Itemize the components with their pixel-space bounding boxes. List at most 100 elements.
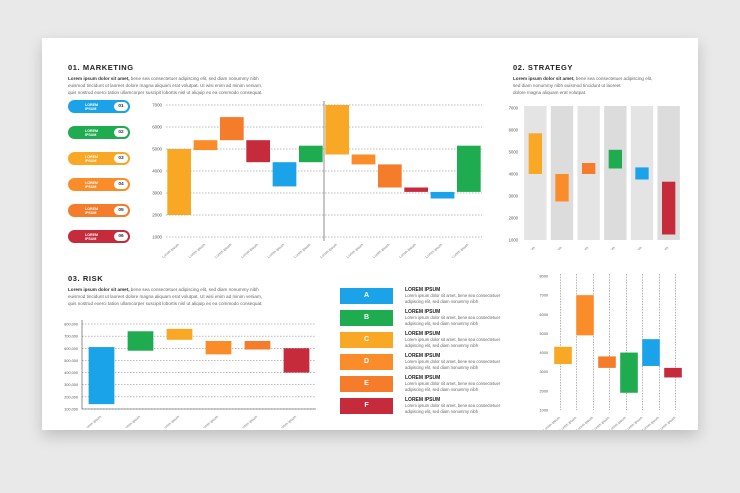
x-tick-label: Lorem ipsum: [398, 243, 416, 259]
legend-title: LOREM IPSUM: [405, 331, 441, 337]
bar: [325, 105, 350, 155]
x-tick-label: Lorem ipsum: [641, 416, 659, 430]
x-tick-label: Lorem ipsum: [201, 415, 219, 428]
marketing-pill-6: LOREM IPSUM 06: [68, 230, 130, 243]
x-tick-label: Lorem ipsum: [162, 415, 180, 428]
bar: [127, 331, 154, 351]
x-tick-label: Lorem ipsum: [372, 243, 390, 259]
bar: [555, 174, 569, 202]
y-tick-label: 200,000: [64, 395, 78, 399]
bar: [205, 341, 232, 355]
bar: [430, 191, 455, 199]
x-tick-label: Lorem ipsum: [651, 246, 669, 250]
x-tick-label: Lorem ipsum: [517, 246, 535, 250]
y-tick-label: 700,000: [64, 335, 78, 339]
x-tick-label: Lorem ipsum: [575, 416, 593, 430]
x-tick-label: Lorem ipsum: [188, 243, 206, 259]
strategy-chart: 1000 2000 3000 4000 5000 6000 7000 Lorem ipsum L…: [509, 106, 680, 250]
y-tick-label: 7000: [509, 106, 519, 111]
x-tick-label: Lorem ipsum: [542, 416, 560, 430]
bar: [528, 133, 542, 174]
background-band: [604, 106, 627, 240]
x-tick-label: Lorem ipsum: [451, 243, 469, 259]
bar: [167, 149, 192, 215]
x-tick-label: Lorem ipsum: [84, 415, 102, 428]
marketing-chart: 1000 2000 3000 4000 5000 6000 7000 Lorem ipsum L…: [152, 101, 482, 259]
x-tick-label: Lorem ipsum: [571, 246, 589, 250]
y-tick-label: 100,000: [64, 408, 78, 412]
x-tick-label: Lorem ipsum: [608, 416, 626, 430]
strategy-description: Lorem ipsum dolor sit amet, bene sea con…: [513, 76, 653, 95]
strategy-title: 02. STRATEGY: [513, 63, 573, 72]
y-tick-label: 5000: [509, 150, 519, 155]
legend-box-f: F: [340, 398, 393, 414]
bar: [193, 140, 218, 151]
legend-box-e: E: [340, 376, 393, 392]
x-tick-label: Lorem ipsum: [625, 416, 643, 430]
y-tick-label: 6000: [509, 128, 519, 133]
legend-box-b: B: [340, 310, 393, 326]
bar: [246, 140, 271, 163]
bar: [582, 163, 596, 174]
y-tick-label: 2000: [540, 389, 548, 393]
y-tick-label: 1000: [509, 238, 519, 243]
y-tick-label: 400,000: [64, 371, 78, 375]
pill-number: 06: [114, 232, 128, 241]
marketing-description: Lorem ipsum dolor sit amet, bene sea con…: [68, 76, 263, 95]
x-tick-label: Lorem ipsum: [267, 243, 285, 259]
x-tick-label: Lorem ipsum: [559, 416, 577, 430]
y-tick-label: 8000: [540, 275, 548, 279]
bar: [166, 328, 193, 340]
pill-marker: [71, 155, 78, 162]
pill-number: 01: [114, 102, 128, 111]
y-tick-label: 500,000: [64, 359, 78, 363]
legend-text: Lorem ipsum dolor sit amet, bene sea con…: [405, 337, 501, 348]
bar: [272, 162, 297, 187]
infographic-page: 01. MARKETING Lorem ipsum dolor sit amet…: [42, 38, 698, 430]
pill-label: LOREM IPSUM: [85, 103, 98, 111]
pill-marker: [71, 207, 78, 214]
pill-marker: [71, 103, 78, 110]
background-band: [550, 106, 574, 240]
bar: [662, 181, 676, 235]
bar: [351, 154, 376, 165]
x-tick-label: Lorem ipsum: [161, 243, 179, 259]
marketing-pill-4: LOREM IPSUM 04: [68, 178, 130, 191]
bar: [404, 187, 429, 192]
legend-text: Lorem ipsum dolor sit amet, bene sea con…: [405, 359, 501, 370]
y-tick-label: 7000: [152, 103, 162, 108]
y-tick-label: 4000: [509, 172, 519, 177]
bar: [283, 348, 310, 373]
x-tick-label: Lorem ipsum: [279, 415, 297, 428]
y-tick-label: 2000: [509, 216, 519, 221]
y-tick-label: 300,000: [64, 383, 78, 387]
pill-number: 02: [114, 128, 128, 137]
bar: [298, 145, 323, 163]
y-tick-label: 600,000: [64, 347, 78, 351]
bar: [576, 295, 594, 336]
bar: [635, 167, 649, 180]
legend-title: LOREM IPSUM: [405, 287, 441, 293]
bar: [88, 347, 115, 405]
legend-text: Lorem ipsum dolor sit amet, bene sea con…: [405, 293, 501, 304]
legend-text: Lorem ipsum dolor sit amet, bene sea con…: [405, 381, 501, 392]
y-tick-label: 3000: [540, 370, 548, 374]
bar: [377, 164, 402, 188]
risk-title: 03. RISK: [68, 274, 104, 283]
marketing-pill-5: LOREM IPSUM 05: [68, 204, 130, 217]
marketing-pill-2: LOREM IPSUM 02: [68, 126, 130, 139]
y-tick-label: 2000: [152, 213, 162, 218]
legend-box-c: C: [340, 332, 393, 348]
pill-number: 03: [114, 154, 128, 163]
pill-marker: [71, 233, 78, 240]
x-tick-label: Lorem ipsum: [597, 246, 615, 250]
y-tick-label: 7000: [540, 294, 548, 298]
pill-label: LOREM IPSUM: [85, 207, 98, 215]
y-tick-label: 4000: [540, 351, 548, 355]
x-tick-label: Lorem ipsum: [123, 415, 141, 428]
bar: [219, 117, 244, 141]
legend-box-d: D: [340, 354, 393, 370]
risk-chart: 100,000 200,000 300,000 400,000 500,000 600,0…: [64, 320, 316, 428]
legend-title: LOREM IPSUM: [405, 397, 441, 403]
x-tick-label: Lorem ipsum: [293, 243, 311, 259]
